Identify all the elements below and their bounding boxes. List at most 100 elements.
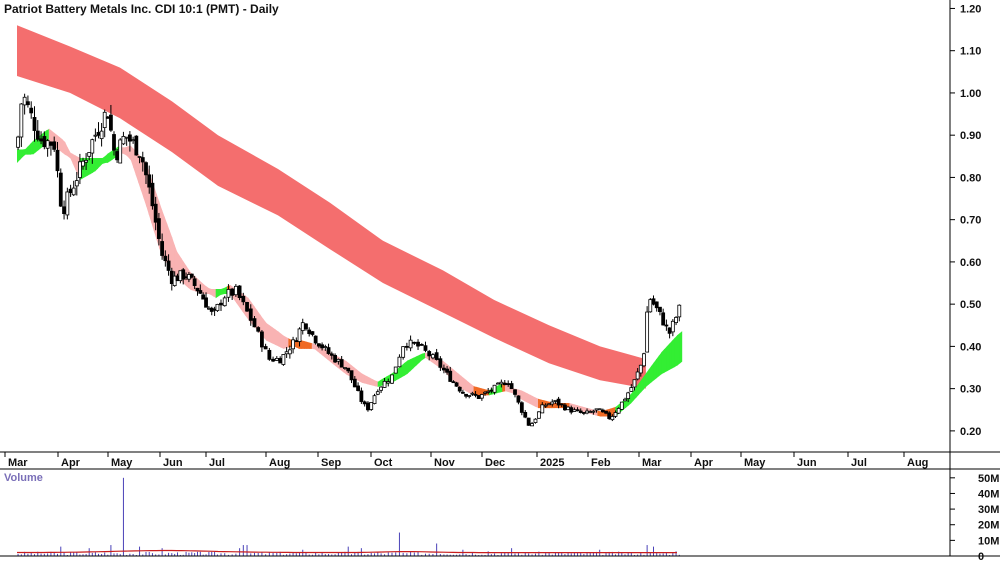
short-term-band-segment xyxy=(311,343,315,350)
candle-body xyxy=(71,187,76,196)
candle-body xyxy=(93,134,98,137)
candle-body xyxy=(105,116,110,119)
candle-body xyxy=(201,294,206,300)
candle-body xyxy=(667,327,672,334)
candle-body xyxy=(502,382,507,386)
candle-body xyxy=(215,303,220,312)
candle-body xyxy=(307,329,312,335)
candle-body xyxy=(442,367,446,371)
candle-body xyxy=(263,346,268,350)
short-term-band-segment xyxy=(107,151,111,164)
candle-body xyxy=(320,344,324,349)
candle-body xyxy=(39,138,43,142)
candle-body xyxy=(267,349,272,360)
short-term-band-segment xyxy=(27,143,31,155)
candle-body xyxy=(352,378,357,388)
short-term-band-segment xyxy=(283,335,287,349)
candle-body xyxy=(523,411,528,418)
volume-tick-label: 30M xyxy=(978,504,999,516)
short-term-band-segment xyxy=(75,155,78,176)
short-term-band-segment xyxy=(266,322,270,343)
candle-body xyxy=(499,381,504,385)
short-term-band-segment xyxy=(364,374,368,385)
candle-body xyxy=(379,386,383,391)
candle-body xyxy=(556,398,561,406)
candle-body xyxy=(323,346,328,348)
short-term-band-segment xyxy=(377,379,381,387)
short-term-band-segment xyxy=(674,334,678,368)
candle-body xyxy=(638,364,643,374)
short-term-band-segment xyxy=(369,377,373,386)
short-term-band-segment xyxy=(398,365,402,380)
short-term-band-segment xyxy=(48,128,52,145)
candle-body xyxy=(300,322,305,331)
short-term-band-segment xyxy=(666,343,670,372)
short-term-band-segment xyxy=(453,369,457,385)
short-term-band-segment xyxy=(527,393,531,405)
short-term-band-segment xyxy=(174,243,178,278)
short-term-band-segment xyxy=(401,362,405,378)
candle-body xyxy=(526,417,531,426)
candle-body xyxy=(115,151,119,161)
short-term-band-segment xyxy=(468,381,472,395)
short-term-band-segment xyxy=(597,410,601,417)
candle-body xyxy=(195,287,200,292)
short-term-band-segment xyxy=(359,371,363,383)
short-term-band-segment xyxy=(125,146,129,158)
short-term-band-segment xyxy=(213,288,217,298)
candle-body xyxy=(78,161,82,178)
candle-body xyxy=(651,298,656,305)
short-term-band-segment xyxy=(263,318,267,341)
price-tick-label: 0.90 xyxy=(960,130,981,142)
candle-body xyxy=(550,401,555,405)
candle-body xyxy=(543,404,548,407)
candle-body xyxy=(156,218,161,239)
long-term-band xyxy=(17,25,646,389)
volume-panel-label: Volume xyxy=(4,472,43,484)
candle-body xyxy=(677,304,682,318)
short-term-band-segment xyxy=(638,379,642,396)
candle-body xyxy=(369,402,374,410)
short-term-band-segment xyxy=(102,155,106,164)
candle-body xyxy=(45,140,50,149)
long-term-band-layer xyxy=(17,25,646,389)
candle-body xyxy=(118,139,123,164)
candle-body xyxy=(359,390,364,402)
candle-body xyxy=(530,423,534,427)
candle-body xyxy=(163,255,168,262)
candle-body xyxy=(591,410,596,413)
candle-body xyxy=(393,366,398,374)
candle-body xyxy=(284,351,289,355)
candle-body xyxy=(613,412,618,417)
candle-body xyxy=(326,347,331,354)
candle-body xyxy=(408,339,413,349)
short-term-band-segment xyxy=(416,354,420,366)
candle-body xyxy=(313,335,318,344)
short-term-band-segment xyxy=(309,342,313,349)
short-term-band-segment xyxy=(664,346,668,373)
short-term-band-segment xyxy=(404,360,408,376)
short-term-band-segment xyxy=(97,157,101,169)
candle-body xyxy=(572,409,577,412)
candle-body xyxy=(457,386,462,392)
candle-body xyxy=(49,141,53,146)
candle-body xyxy=(654,301,659,309)
candle-body xyxy=(109,114,113,131)
candle-body xyxy=(597,408,602,411)
candle-body xyxy=(65,191,70,216)
short-term-band-segment xyxy=(521,390,525,402)
short-term-band-segment xyxy=(635,383,639,399)
candle-body xyxy=(189,273,194,278)
candle-body xyxy=(343,367,347,369)
volume-tick-label: 50M xyxy=(978,473,999,485)
candle-body xyxy=(192,278,197,286)
short-term-band-segment xyxy=(211,288,214,297)
candle-body xyxy=(664,324,669,327)
candle-body xyxy=(397,356,402,368)
chart-title: Patriot Battery Metals Inc. CDI 10:1 (PM… xyxy=(4,2,279,16)
short-term-band-segment xyxy=(524,391,528,403)
candle-body xyxy=(271,358,275,362)
short-term-band-segment xyxy=(59,136,63,153)
short-term-band-segment xyxy=(100,157,103,167)
